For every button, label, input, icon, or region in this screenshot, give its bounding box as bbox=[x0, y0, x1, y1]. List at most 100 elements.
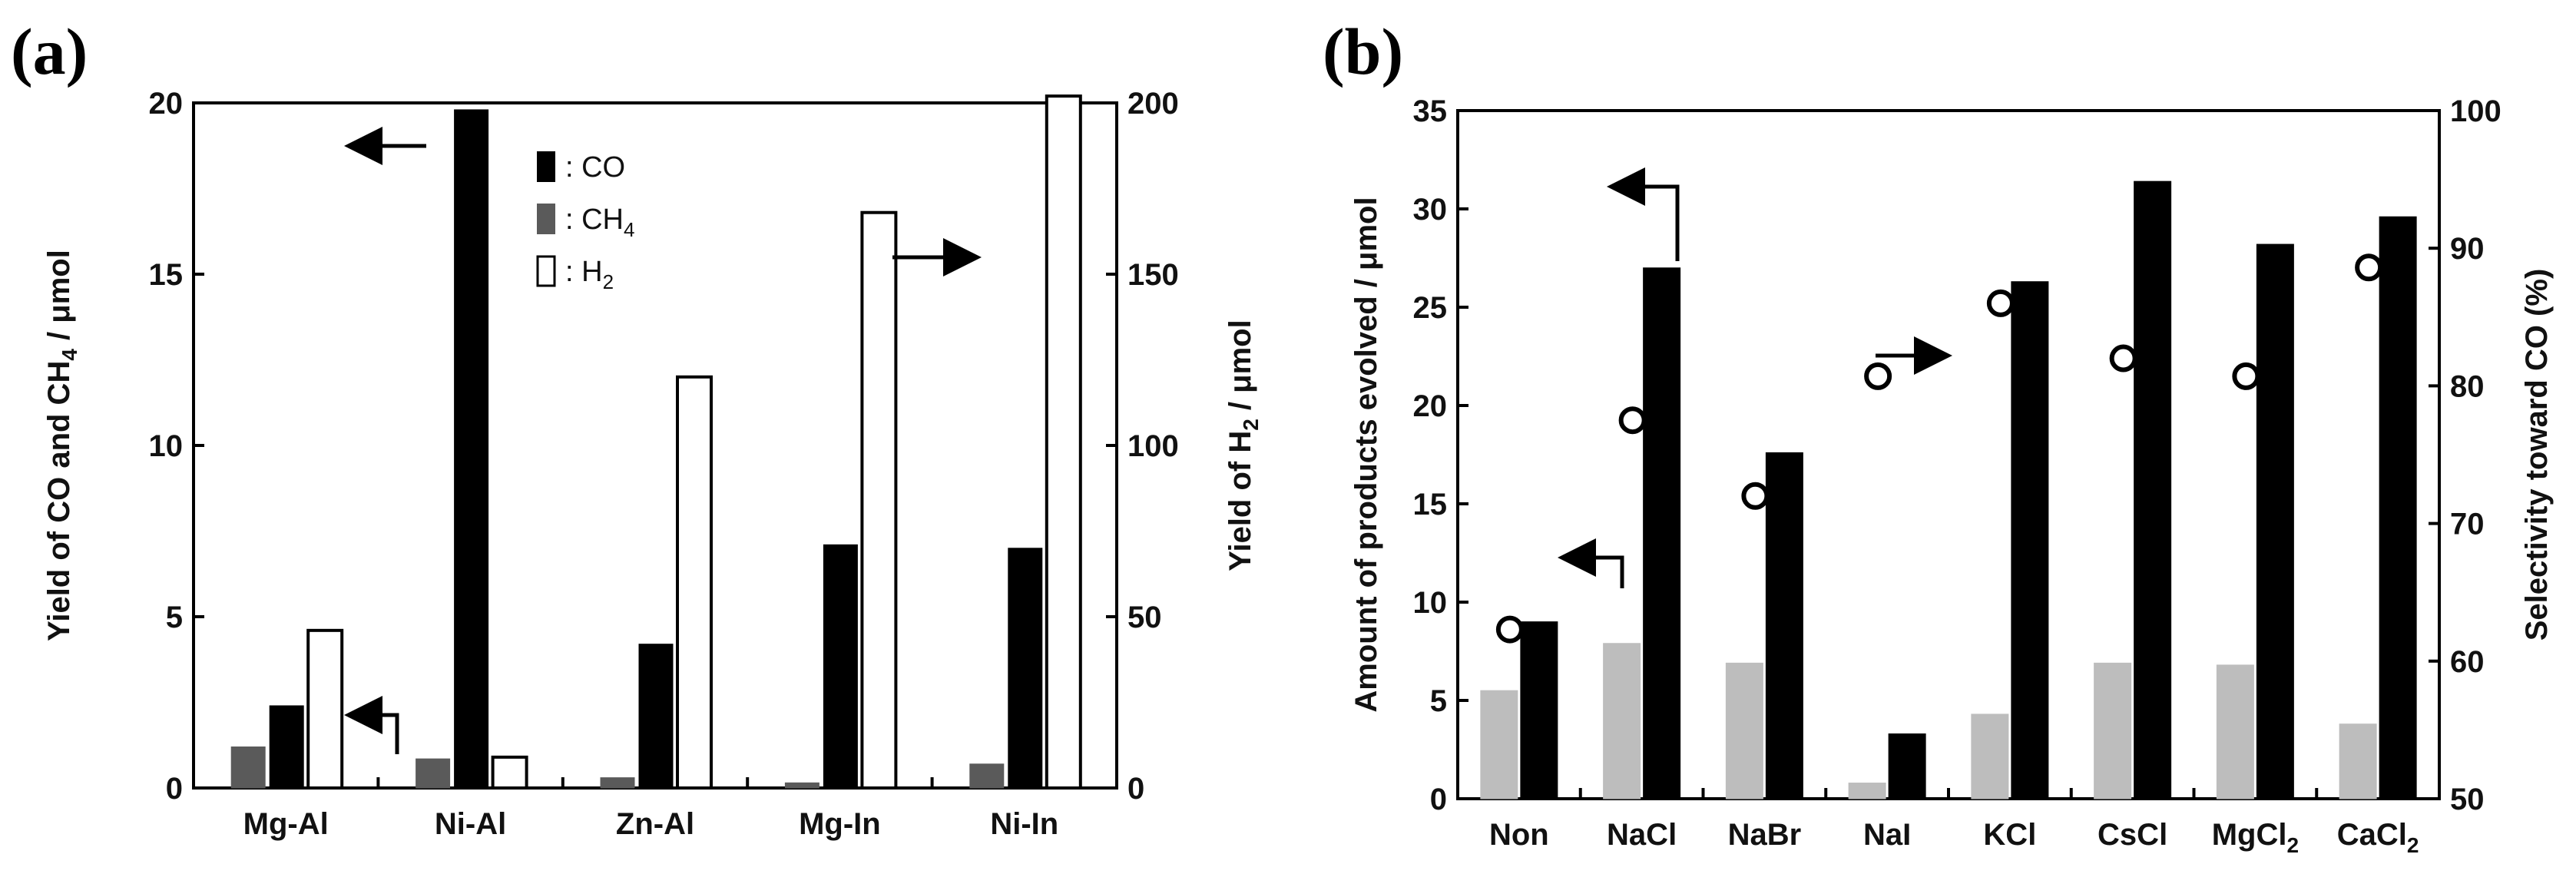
panel-a-bar-co-mg-al bbox=[269, 705, 304, 789]
panel-b-right-axis-tick-label: 100 bbox=[2450, 94, 2502, 128]
panel-b-category-text: MgCl bbox=[2212, 818, 2287, 852]
panel-b-selectivity-point-kcl bbox=[1986, 289, 2015, 317]
panel-a-bar-h2-mg-in bbox=[860, 210, 898, 790]
panel-b-right-axis-tick-label: 70 bbox=[2450, 508, 2485, 541]
legend-label-h2: : H2 bbox=[565, 256, 614, 293]
panel-b-category-subscript: 2 bbox=[2407, 833, 2419, 857]
panel-b-bar-co-mgcl2 bbox=[2256, 243, 2294, 800]
panel-b-category-label: CsCl bbox=[2098, 818, 2167, 852]
legend-swatch-h2 bbox=[536, 255, 556, 287]
panel-b-right-axis-tick-label: 60 bbox=[2450, 645, 2485, 679]
panel-b-bar-co-cacl2 bbox=[2379, 216, 2417, 800]
panel-b-category-text: KCl bbox=[1983, 818, 2036, 852]
panel-a-bar-h2-ni-al bbox=[491, 755, 528, 790]
panel-a-bar-co-ni-al bbox=[454, 109, 489, 789]
panel-a-ylabel: Yield of CO and CH4 / μmol bbox=[42, 250, 81, 641]
panel-b-arrow-co-left bbox=[1607, 167, 1680, 261]
panel-a-y2label: Yield of H2 / μmol bbox=[1223, 319, 1263, 571]
panel-a-chart: (a) 0 5 10 15 20 0 50 100 150 200 Mg-Al Ni-Al Zn-A… bbox=[11, 15, 1263, 841]
panel-b-category-subscript: 2 bbox=[2286, 833, 2299, 857]
panel-b-category-label: Non bbox=[1489, 818, 1549, 852]
panel-b-left-axis-tick-label: 10 bbox=[1413, 586, 1448, 620]
panel-a-category-labels: Mg-Al Ni-Al Zn-Al Mg-In Ni-In bbox=[243, 777, 1118, 841]
panel-a-category-label: Zn-Al bbox=[616, 807, 694, 841]
panel-b-right-axis: 50 60 70 80 90 100 bbox=[2429, 94, 2502, 816]
panel-a-bar-co-zn-al bbox=[638, 644, 674, 789]
panel-b-bar-co-non bbox=[1520, 621, 1558, 800]
panel-a-bar-co-mg-in bbox=[823, 544, 858, 789]
panel-b-selectivity-point-mgcl2 bbox=[2232, 362, 2260, 390]
panel-b-bar-gray-kcl bbox=[1971, 713, 2009, 800]
panel-b-left-axis-tick-label: 25 bbox=[1413, 291, 1448, 325]
panel-b-category-text: CsCl bbox=[2098, 818, 2167, 852]
panel-b-bar-gray-nai bbox=[1848, 783, 1886, 800]
panel-a-right-axis: 0 50 100 150 200 bbox=[1106, 87, 1179, 806]
panel-b-bars bbox=[1480, 180, 2417, 800]
panel-b-category-text: NaBr bbox=[1728, 818, 1802, 852]
panel-b-arrow-gray-left bbox=[1558, 538, 1624, 588]
legend-label-co: : CO bbox=[565, 151, 625, 184]
panel-b-left-axis-tick-label: 30 bbox=[1413, 193, 1448, 227]
panel-b-bar-gray-mgcl2 bbox=[2216, 664, 2254, 800]
panel-b-bar-co-nabr bbox=[1765, 452, 1803, 800]
panel-b-left-axis-tick-label: 35 bbox=[1413, 94, 1448, 128]
panel-b-right-axis-tick-label: 50 bbox=[2450, 783, 2485, 816]
panel-b-selectivity-point-non bbox=[1495, 615, 1524, 644]
panel-a-bar-ch4-ni-in bbox=[969, 763, 1005, 789]
panel-b-bar-co-kcl bbox=[2011, 281, 2049, 800]
panel-a-left-axis-tick-label: 15 bbox=[149, 258, 184, 292]
panel-b-bar-gray-cacl2 bbox=[2339, 723, 2377, 800]
panel-b-bar-gray-nabr bbox=[1725, 662, 1763, 800]
panel-b-selectivity-point-nacl bbox=[1618, 406, 1647, 435]
legend-label-ch4: : CH4 bbox=[565, 204, 634, 241]
panel-b-bar-co-nacl bbox=[1643, 267, 1681, 800]
panel-b-left-axis-tick-label: 0 bbox=[1430, 783, 1447, 816]
panel-b-category-label: CaCl2 bbox=[2337, 818, 2419, 857]
panel-a-bar-h2-ni-in bbox=[1045, 94, 1082, 790]
panel-b-right-axis-tick-label: 90 bbox=[2450, 232, 2485, 266]
panel-b-label: (b) bbox=[1323, 15, 1403, 88]
panel-b-category-label: NaCl bbox=[1607, 818, 1677, 852]
panel-a-category-label: Mg-Al bbox=[243, 807, 329, 841]
panel-b-selectivity-points bbox=[1495, 253, 2383, 644]
panel-a-category-label: Mg-In bbox=[799, 807, 881, 841]
panel-a-left-axis-tick-label: 20 bbox=[149, 87, 184, 121]
panel-a-bar-ch4-ni-al bbox=[416, 758, 451, 789]
panel-b-bar-gray-cscl bbox=[2094, 662, 2132, 800]
panel-a-bars bbox=[230, 94, 1082, 790]
panel-b-category-text: CaCl bbox=[2337, 818, 2407, 852]
legend-swatch-ch4 bbox=[537, 204, 555, 234]
panel-a-legend: : CO : CH4 : H2 bbox=[536, 151, 634, 293]
legend-swatch-co bbox=[537, 151, 555, 182]
panel-b-bar-gray-non bbox=[1480, 690, 1518, 800]
panel-a-right-axis-tick-label: 0 bbox=[1127, 772, 1144, 806]
panel-b-category-label: NaI bbox=[1863, 818, 1911, 852]
panel-a-label: (a) bbox=[11, 15, 88, 88]
panel-a-left-axis-tick-label: 0 bbox=[166, 772, 183, 806]
panel-b-selectivity-point-cacl2 bbox=[2355, 253, 2383, 282]
panel-a-left-axis-tick-label: 10 bbox=[149, 429, 184, 463]
panel-a-bar-co-ni-in bbox=[1008, 548, 1043, 789]
panel-b-right-axis-tick-label: 80 bbox=[2450, 369, 2485, 403]
panel-b-left-axis-tick-label: 15 bbox=[1413, 488, 1448, 521]
panel-a-right-axis-tick-label: 200 bbox=[1127, 87, 1179, 121]
panel-b-category-text: NaCl bbox=[1607, 818, 1677, 852]
panel-b-selectivity-point-nabr bbox=[1741, 482, 1770, 510]
panel-a-bar-ch4-mg-in bbox=[784, 782, 819, 789]
panel-b-selectivity-point-nai bbox=[1864, 362, 1892, 390]
panel-a-category-label: Ni-Al bbox=[435, 807, 506, 841]
panel-a-category-label: Ni-In bbox=[990, 807, 1058, 841]
panel-b-y2label: Selectivity toward CO (%) bbox=[2520, 269, 2554, 641]
panel-a-bar-h2-zn-al bbox=[676, 375, 713, 790]
panel-a-left-axis-tick-label: 5 bbox=[166, 601, 183, 634]
panel-a-bar-h2-mg-al bbox=[306, 628, 344, 790]
panel-b-bar-co-nai bbox=[1888, 733, 1926, 800]
panel-b-chart: (b) 0 5 10 15 20 25 30 35 50 60 70 80 90 100 Non NaCl… bbox=[1323, 15, 2554, 857]
panel-b-selectivity-point-cscl bbox=[2109, 344, 2137, 372]
panel-a-bar-ch4-zn-al bbox=[600, 777, 635, 789]
panel-b-left-axis-tick-label: 5 bbox=[1430, 684, 1447, 718]
panel-a-arrow-ch4-left bbox=[344, 696, 399, 754]
panel-b-bar-gray-nacl bbox=[1603, 643, 1641, 800]
panel-b-category-label: MgCl2 bbox=[2212, 818, 2299, 857]
